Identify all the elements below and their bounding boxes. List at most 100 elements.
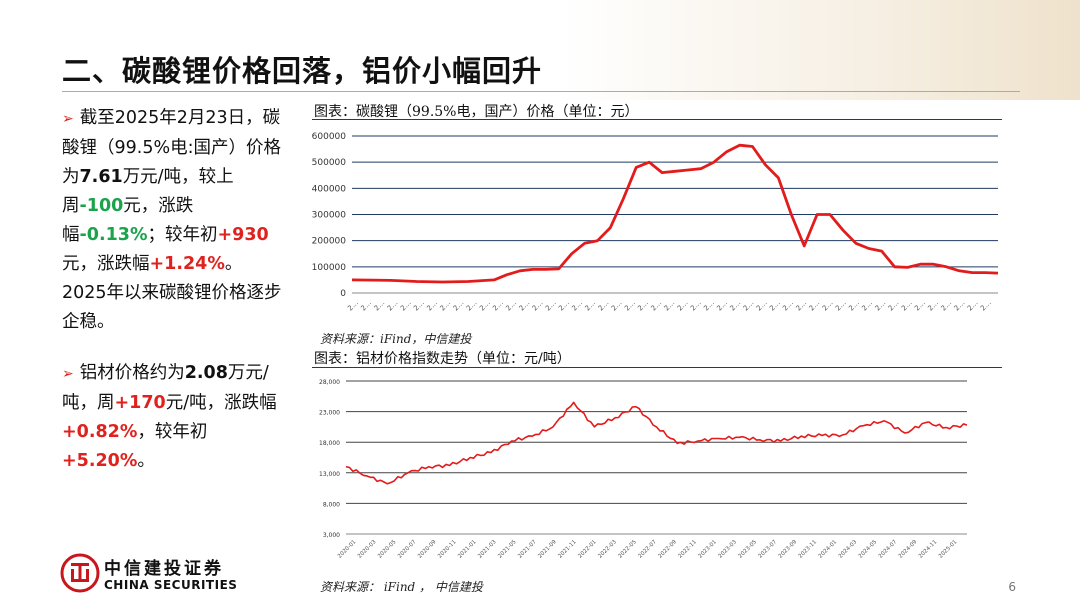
x-tick-label: 2… [768,299,782,313]
text: 元，涨跌幅 [62,254,150,274]
citic-logo-icon [60,553,100,593]
x-tick-label: 2… [702,299,716,313]
x-tick-label: 2… [623,299,637,313]
y-tick-label: 8,000 [323,501,340,508]
bullet-lithium: ➢ 截至2025年2月23日，碳酸锂（99.5%电:国产）价格为7.61万元/吨，… [62,104,282,337]
x-tick-label: 2… [373,299,387,313]
x-tick-label: 2… [544,299,558,313]
slide-title: 二、碳酸锂价格回落，铝价小幅回升 [62,54,543,88]
x-tick-label: 2021-01 [457,539,477,559]
x-tick-label: 2… [649,299,663,313]
lithium-wow-change: -100 [79,196,124,216]
x-tick-label: 2022-07 [637,539,658,560]
x-tick-label: 2… [781,299,795,313]
x-tick-label: 2022-01 [577,539,597,559]
x-tick-label: 2022-03 [597,539,618,560]
x-tick-label: 2020-09 [417,539,438,560]
x-tick-label: 2020-11 [437,539,457,559]
x-tick-label: 2… [386,299,400,313]
text: 截至2025年2月23日，碳酸锂（99.5%电:国产）价格为 [62,108,281,187]
lithium-chart-source: 资料来源：iFind，中信建投 [320,332,472,346]
y-tick-label: 600000 [312,132,346,142]
x-tick-label: 2023-09 [778,539,799,560]
x-tick-label: 2… [755,299,769,313]
x-tick-label: 2023-11 [798,539,818,559]
x-tick-label: 2… [715,299,729,313]
x-tick-label: 2021-09 [537,539,558,560]
x-tick-label: 2023-03 [718,539,739,560]
text: ；较年初 [147,225,218,245]
x-tick-label: 2… [926,299,940,313]
x-tick-label: 2024-11 [918,539,938,559]
x-tick-label: 2023-05 [738,539,759,560]
y-tick-label: 400000 [312,184,346,194]
text: 万元/吨，周 [62,363,269,413]
y-tick-label: 300000 [312,211,346,221]
x-tick-label: 2024-03 [838,539,859,560]
brand-name-cn: 中信建投证券 [104,559,224,579]
x-tick-label: 2025-01 [938,539,958,559]
y-tick-label: 3,000 [323,532,340,539]
x-tick-label: 2022-09 [657,539,678,560]
x-tick-label: 2… [531,299,545,313]
x-tick-label: 2022-11 [677,539,697,559]
x-tick-label: 2021-03 [477,539,498,560]
bullet-arrow-icon: ➢ [62,366,74,382]
bullet-aluminum: ➢ 铝材价格约为2.08万元/吨，周+170元/吨，涨跌幅 +0.82%，较年初 +5… [62,359,282,476]
series-line [345,401,968,485]
aluminum-chart-source: 资料来源： iFind ， 中信建投 [320,580,483,594]
x-tick-label: 2… [676,299,690,313]
text: ，较年初 [137,422,208,442]
x-tick-label: 2020-03 [357,539,378,560]
x-tick-label: 2… [636,299,650,313]
lithium-ytd-change: +930 [217,225,269,245]
text: 。 [137,451,155,471]
x-tick-label: 2… [570,299,584,313]
text: 元，涨跌幅 [62,196,194,245]
x-tick-label: 2… [557,299,571,313]
x-tick-label: 2… [412,299,426,313]
x-tick-label: 2021-11 [557,539,577,559]
lithium-price: 7.61 [79,167,123,187]
x-tick-label: 2… [940,299,954,313]
x-tick-label: 2020-05 [377,539,398,560]
x-tick-label: 2… [518,299,532,313]
y-tick-label: 13,000 [319,471,340,478]
x-tick-label: 2… [452,299,466,313]
x-tick-label: 2… [966,299,980,313]
lithium-chart-title: 图表：碳酸锂（99.5%电，国产）价格（单位：元） [314,104,639,120]
series-line [351,143,999,284]
y-tick-label: 28,000 [319,379,340,386]
text: 铝材价格约为 [79,363,185,383]
x-tick-label: 2024-07 [878,539,899,560]
x-tick-label: 2… [979,299,993,313]
header-gradient [560,0,1080,100]
brand-name-en: CHINA SECURITIES [104,578,238,592]
x-tick-label: 2… [504,299,518,313]
y-tick-label: 0 [340,289,346,299]
x-tick-label: 2… [478,299,492,313]
x-tick-label: 2… [808,299,822,313]
page-number: 6 [1008,580,1016,594]
aluminum-price: 2.08 [184,363,228,383]
x-tick-label: 2… [887,299,901,313]
x-tick-label: 2021-07 [517,539,538,560]
x-tick-label: 2022-05 [617,539,638,560]
x-tick-label: 2… [359,299,373,313]
x-tick-label: 2021-05 [497,539,518,560]
x-tick-label: 2024-01 [818,539,838,559]
x-tick-label: 2023-07 [758,539,779,560]
lithium-ytd-pct: +1.24% [149,254,225,274]
x-tick-label: 2… [439,299,453,313]
bullet-list: ➢ 截至2025年2月23日，碳酸锂（99.5%电:国产）价格为7.61万元/吨，… [62,104,282,498]
x-tick-label: 2… [860,299,874,313]
aluminum-ytd-pct: +5.20% [62,451,138,471]
x-tick-label: 2020-07 [397,539,418,560]
bullet-arrow-icon: ➢ [62,111,74,127]
x-tick-label: 2… [584,299,598,313]
aluminum-price-chart: 3,000 8,000 13,000 18,000 23,000 28,000 2020-0… [319,379,968,560]
x-tick-label: 2… [794,299,808,313]
aluminum-wow-pct: +0.82% [62,422,138,442]
x-tick-label: 2… [425,299,439,313]
